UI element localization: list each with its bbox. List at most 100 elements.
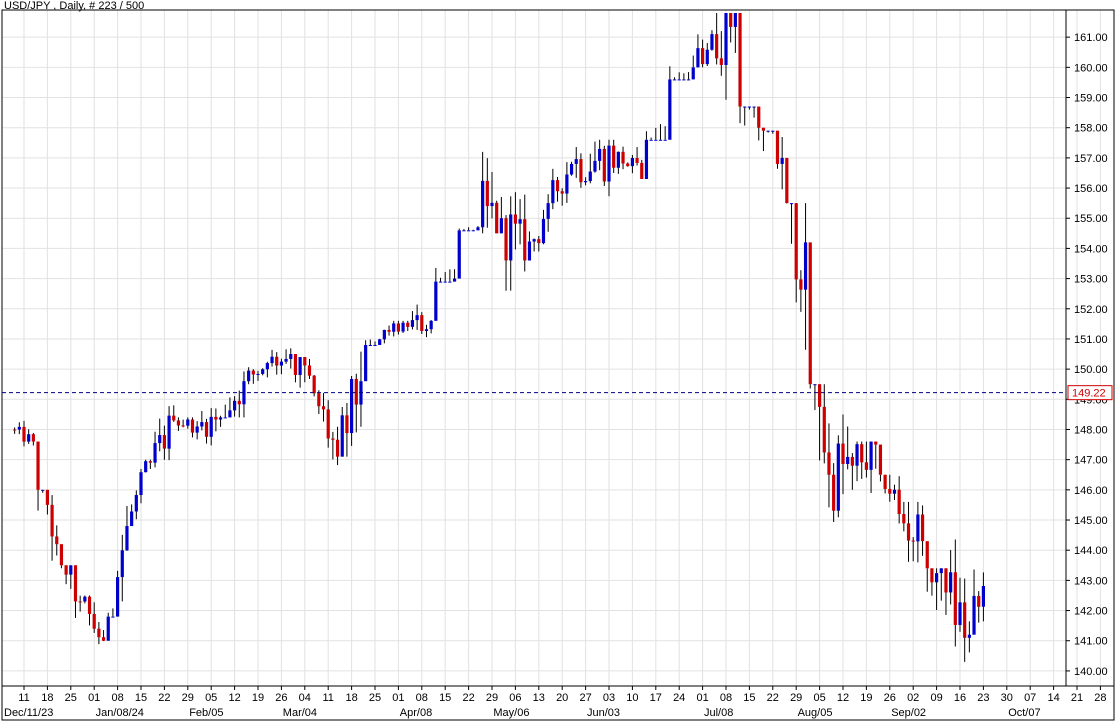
candle-body-up [593,160,597,172]
candle-body-down [485,180,489,207]
candle-body-down [420,315,424,331]
x-day-label: 11 [18,692,29,704]
candle-body-down [827,452,831,475]
candle-body-up [677,79,681,81]
candle-body-down [312,375,316,394]
candle-body-up [134,494,138,512]
candle-body-up [916,514,920,542]
candle-body-down [822,406,826,453]
candle-body-down [560,191,564,194]
candle-body-down [944,568,948,593]
x-day-label: 24 [673,692,685,704]
candle-body-up [120,550,124,578]
x-month-label: Feb/05 [189,707,223,719]
candle-body-up [696,48,700,68]
candle-body-up [438,281,443,283]
candle-body-down [204,422,209,437]
candle-body-up [569,163,574,175]
x-day-label: 15 [743,692,755,704]
y-tick-label: 156.00 [1074,183,1108,195]
candle-body-down [317,393,321,407]
candle-body-up [752,106,756,108]
candle-body-up [490,202,494,207]
candle-body-down [701,48,705,65]
candle-body-up [532,239,536,242]
candle-body-up [364,344,368,382]
candle-body-down [92,613,96,629]
candle-body-up [462,230,466,232]
candle-body-down [345,415,349,434]
candle-body-down [50,504,54,537]
candle-body-up [855,444,859,466]
x-month-label: Oct/07 [1008,707,1040,719]
candle-body-down [176,420,181,426]
candle-body-down [31,434,35,442]
candle-body-up [41,489,45,491]
candle-body-up [705,49,709,65]
x-day-label: 21 [1071,692,1083,704]
candle-body-up [448,281,452,283]
candle-body-down [883,474,887,489]
candle-body-up [443,281,447,283]
candle-body-up [270,356,274,364]
x-month-label: Jul/08 [704,707,733,719]
candle-body-up [846,456,850,464]
x-day-label: 01 [696,692,708,704]
x-day-label: 29 [790,692,802,704]
y-tick-label: 157.00 [1074,153,1108,165]
candle-body-up [116,577,120,617]
candle-body-up [457,230,461,279]
candle-body-up [630,157,634,167]
candle-body-down [864,462,868,470]
x-day-label: 22 [158,692,170,704]
candle-body-down [275,356,279,366]
candle-body-up [710,34,714,50]
y-tick-label: 146.00 [1074,485,1108,497]
chart-title: USD/JPY , Daily, # 223 / 500 [4,0,144,12]
candle-body-up [574,159,578,164]
x-day-label: 23 [977,692,989,704]
candle-body-down [59,544,64,566]
candle-body-up [616,151,620,168]
x-month-label: Jan/08/24 [96,707,144,719]
price-tag-box [1067,385,1113,401]
y-tick-label: 144.00 [1074,545,1108,557]
x-day-label: 30 [1001,692,1013,704]
x-month-label: Apr/08 [400,707,432,719]
candle-body-down [920,514,925,542]
candle-body-up [125,526,129,551]
candle-body-up [551,180,555,204]
candle-body-down [303,357,307,366]
axis-frame-bottom [1,685,1115,721]
y-axis: 140.00 141.00 142.00 143.00 144.00 145.00 146.… [1066,32,1108,678]
y-tick-label: 142.00 [1074,606,1108,618]
candle-body-down [612,145,616,168]
x-day-label: 10 [626,692,638,704]
candle-body-up [200,422,204,427]
candle-body-up [265,363,269,370]
candle-body-down [293,354,298,375]
candle-body-down [785,157,789,204]
candle-body-down [841,443,845,464]
candle-body-down [729,13,733,27]
candle-body-up [546,203,550,219]
y-tick-label: 143.00 [1074,575,1108,587]
candle-body-up [209,416,213,437]
candle-body-down [326,409,330,439]
candle-body-up [218,417,223,420]
candle-body-down [640,162,644,179]
candle-body-up [789,203,794,205]
candle-body-up [434,281,438,321]
candle-body-down [214,416,218,420]
candle-body-up [747,106,751,108]
x-day-label: 08 [720,692,732,704]
y-tick-label: 154.00 [1074,243,1108,255]
y-tick-label: 145.00 [1074,515,1108,527]
candle-body-down [307,365,312,376]
candle-body-down [794,203,798,280]
candle-body-up [565,174,569,194]
grid-layer [2,10,1101,686]
candle-body-up [724,13,728,65]
candle-body-down [902,513,906,524]
